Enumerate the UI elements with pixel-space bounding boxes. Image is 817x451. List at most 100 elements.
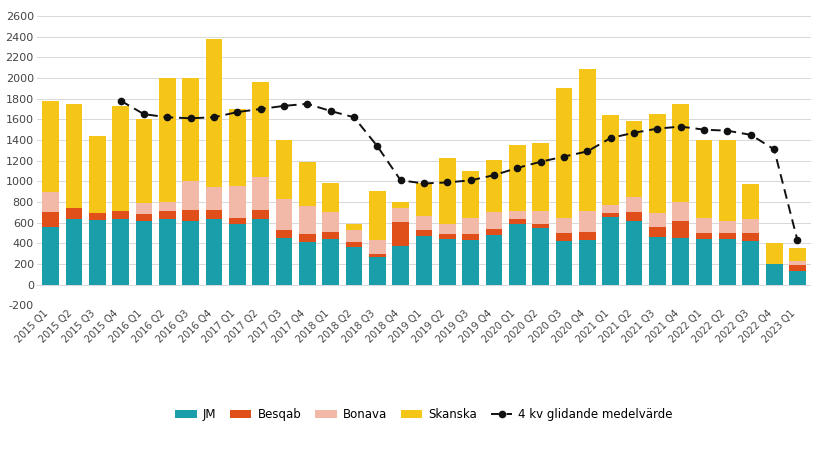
Bar (346, 242, 363, 247)
Bar (766, 244, 783, 254)
Bar (649, 237, 666, 285)
Bar (206, 39, 222, 187)
Bar (392, 245, 409, 285)
Bar (556, 88, 573, 217)
Bar (369, 191, 386, 240)
Bar (743, 184, 759, 219)
Bar (346, 230, 363, 242)
Bar (533, 224, 549, 228)
Bar (789, 261, 806, 265)
Bar (299, 234, 315, 242)
Bar (556, 241, 573, 285)
Bar (649, 227, 666, 237)
Bar (136, 221, 152, 285)
Bar (136, 215, 152, 221)
Bar (485, 212, 502, 229)
Bar (743, 219, 759, 233)
Bar (533, 228, 549, 285)
Bar (533, 212, 549, 224)
Bar (719, 221, 736, 233)
Bar (485, 160, 502, 212)
Bar (42, 101, 59, 192)
Bar (299, 242, 315, 285)
Bar (416, 216, 432, 230)
Bar (509, 212, 526, 219)
Bar (182, 181, 199, 210)
Bar (439, 224, 456, 234)
Bar (789, 272, 806, 285)
Bar (158, 202, 176, 212)
Bar (626, 197, 642, 212)
Bar (206, 187, 222, 210)
Bar (182, 210, 199, 221)
Bar (89, 220, 105, 285)
Bar (65, 104, 83, 208)
Bar (672, 202, 690, 221)
Bar (229, 185, 246, 217)
Bar (696, 239, 712, 285)
Bar (626, 121, 642, 197)
Bar (485, 229, 502, 235)
Bar (579, 69, 596, 212)
Bar (136, 203, 152, 215)
Bar (439, 234, 456, 239)
Bar (766, 262, 783, 285)
Bar (719, 140, 736, 221)
Bar (322, 232, 339, 239)
Bar (556, 217, 573, 233)
Bar (696, 217, 712, 233)
Bar (89, 213, 105, 220)
Bar (509, 145, 526, 212)
Bar (299, 206, 315, 234)
Bar (602, 216, 619, 285)
Bar (672, 238, 690, 285)
Bar (369, 254, 386, 257)
Bar (462, 171, 479, 217)
Bar (416, 184, 432, 216)
Bar (579, 212, 596, 232)
Bar (672, 221, 690, 238)
Bar (322, 239, 339, 285)
Bar (42, 227, 59, 285)
Bar (696, 140, 712, 217)
Bar (696, 233, 712, 239)
Bar (369, 240, 386, 254)
Bar (229, 224, 246, 285)
Bar (719, 239, 736, 285)
Bar (158, 78, 176, 202)
Bar (766, 244, 783, 264)
Bar (252, 210, 269, 219)
Bar (65, 219, 83, 285)
Bar (626, 221, 642, 285)
Bar (275, 238, 292, 285)
Bar (275, 140, 292, 199)
Bar (182, 221, 199, 285)
Bar (462, 234, 479, 240)
Bar (579, 232, 596, 240)
Bar (789, 265, 806, 272)
Bar (556, 233, 573, 241)
Bar (229, 109, 246, 185)
Bar (206, 219, 222, 285)
Bar (462, 217, 479, 234)
Bar (275, 230, 292, 238)
Bar (602, 115, 619, 205)
Bar (672, 104, 690, 202)
Bar (579, 240, 596, 285)
Bar (509, 224, 526, 285)
Bar (112, 212, 129, 219)
Legend: JM, Besqab, Bonava, Skanska, 4 kv glidande medelvärde: JM, Besqab, Bonava, Skanska, 4 kv glidan… (171, 403, 677, 426)
Bar (392, 208, 409, 222)
Bar (158, 219, 176, 285)
Bar (89, 136, 105, 213)
Bar (533, 143, 549, 212)
Bar (743, 241, 759, 285)
Bar (322, 212, 339, 232)
Bar (229, 217, 246, 224)
Bar (346, 247, 363, 285)
Bar (602, 205, 619, 213)
Bar (766, 254, 783, 262)
Bar (158, 212, 176, 219)
Bar (252, 82, 269, 177)
Bar (65, 208, 83, 219)
